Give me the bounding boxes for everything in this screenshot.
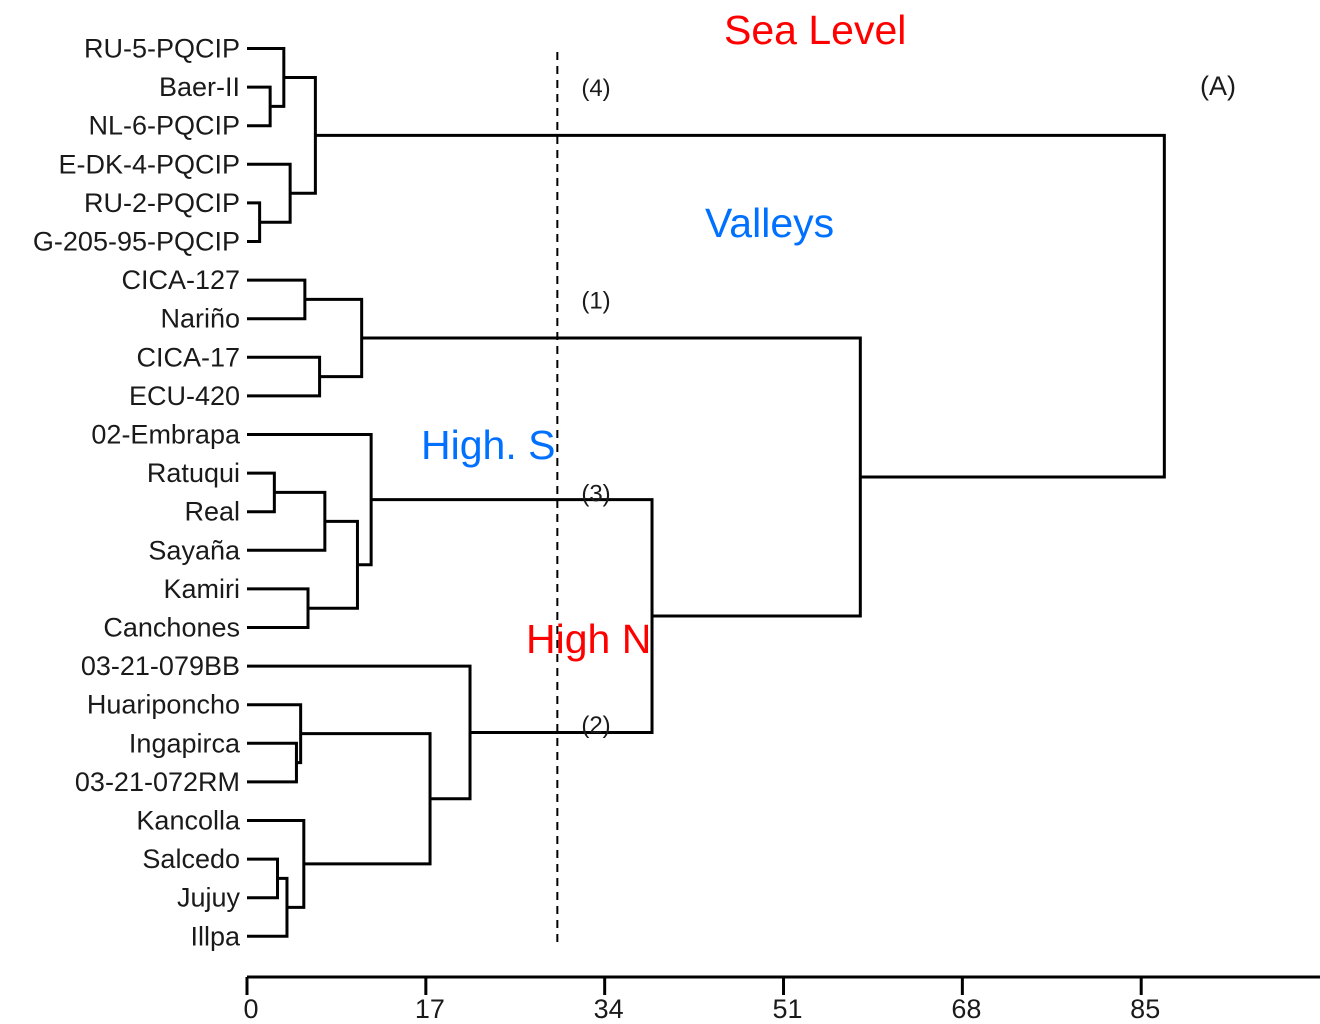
dendrogram-merge-17 <box>247 819 306 909</box>
dendrogram-merge-6 <box>247 355 322 398</box>
x-axis-tick-label-51: 51 <box>772 994 802 1024</box>
dendrogram-merge-8 <box>247 471 276 514</box>
dendrogram-merge-12 <box>247 433 373 567</box>
panel-label: (A) <box>1200 71 1236 101</box>
leaf-label-cica-17: CICA-17 <box>136 342 240 372</box>
dendrogram-merge-21 <box>361 336 862 618</box>
leaf-label-nari-o: Nariño <box>160 304 240 334</box>
dendrogram-merge-4 <box>283 75 317 195</box>
leaf-label-ratuqui: Ratuqui <box>147 458 240 488</box>
dendrogram-merge-11 <box>308 519 359 610</box>
dendrogram-merge-14 <box>247 703 303 765</box>
dendrogram-merge-9 <box>247 490 327 552</box>
leaf-labels: RU-5-PQCIP Baer-II NL-6-PQCIP E-DK-4-PQCIP R… <box>33 34 241 952</box>
x-axis-tick-label-68: 68 <box>951 994 981 1024</box>
dendrogram-merge-5 <box>247 278 307 321</box>
leaf-label-ru-2-pqcip: RU-2-PQCIP <box>84 188 240 218</box>
x-axis-tick-label-17: 17 <box>415 994 445 1024</box>
leaf-label-kancolla: Kancolla <box>136 806 241 836</box>
leaf-label-salcedo: Salcedo <box>142 844 240 874</box>
group-label-2: (1) <box>581 287 610 314</box>
group-label-4: (2) <box>581 712 610 739</box>
group-label-3: (3) <box>581 480 610 507</box>
dendrogram-merge-18 <box>300 732 432 866</box>
group-labels: (4) (1) (3) (2) <box>581 75 610 739</box>
dendrogram-merge-13 <box>247 741 298 784</box>
dendrogram-merge-2 <box>247 201 262 243</box>
leaf-label-e-dk-4-pqcip: E-DK-4-PQCIP <box>58 149 240 179</box>
leaf-label-03-21-072rm: 03-21-072RM <box>75 767 240 797</box>
leaf-label-huariponcho: Huariponcho <box>87 690 240 720</box>
leaf-label-kamiri: Kamiri <box>163 574 240 604</box>
leaf-label-illpa: Illpa <box>190 921 241 951</box>
dendrogram-merge-22 <box>315 133 1166 479</box>
annotation-high-s: High. S <box>421 422 555 468</box>
x-axis-tick-label-85: 85 <box>1130 994 1160 1024</box>
dendrogram-merge-16 <box>247 876 289 938</box>
leaf-label-canchones: Canchones <box>103 613 240 643</box>
dendrogram-merge-7 <box>304 297 364 379</box>
leaf-label-cica-127: CICA-127 <box>121 265 240 295</box>
dendrogram-merge-15 <box>247 857 280 900</box>
leaf-label-03-21-079bb: 03-21-079BB <box>81 651 240 681</box>
leaf-label-02-embrapa: 02-Embrapa <box>91 420 241 450</box>
leaf-label-nl-6-pqcip: NL-6-PQCIP <box>88 111 240 141</box>
dendrogram-merge-0 <box>247 85 272 128</box>
leaf-label-g-205-95-pqcip: G-205-95-PQCIP <box>33 227 240 257</box>
leaf-label-ingapirca: Ingapirca <box>129 728 241 758</box>
leaf-label-ru-5-pqcip: RU-5-PQCIP <box>84 34 240 64</box>
leaf-label-ecu-420: ECU-420 <box>129 381 240 411</box>
annotation-high-n: High N <box>526 616 651 662</box>
x-axis-tick-label-34: 34 <box>594 994 624 1024</box>
dendrogram-merge-1 <box>247 47 286 108</box>
leaf-label-baer-ii: Baer-II <box>159 72 240 102</box>
leaf-label-real: Real <box>184 497 240 527</box>
leaf-label-saya-a: Sayaña <box>148 535 241 565</box>
annotation-sea-level: Sea Level <box>724 7 906 53</box>
x-axis: 0 17 34 51 68 85 <box>243 975 1320 1024</box>
leaf-label-jujuy: Jujuy <box>177 883 241 913</box>
annotation-valleys: Valleys <box>705 200 834 246</box>
dendrogram-merge-3 <box>247 162 292 224</box>
x-axis-tick-label-0: 0 <box>243 994 258 1024</box>
dendrogram-merge-10 <box>247 587 310 629</box>
group-label-1: (4) <box>581 75 610 102</box>
dendrogram-branches <box>247 47 1166 938</box>
